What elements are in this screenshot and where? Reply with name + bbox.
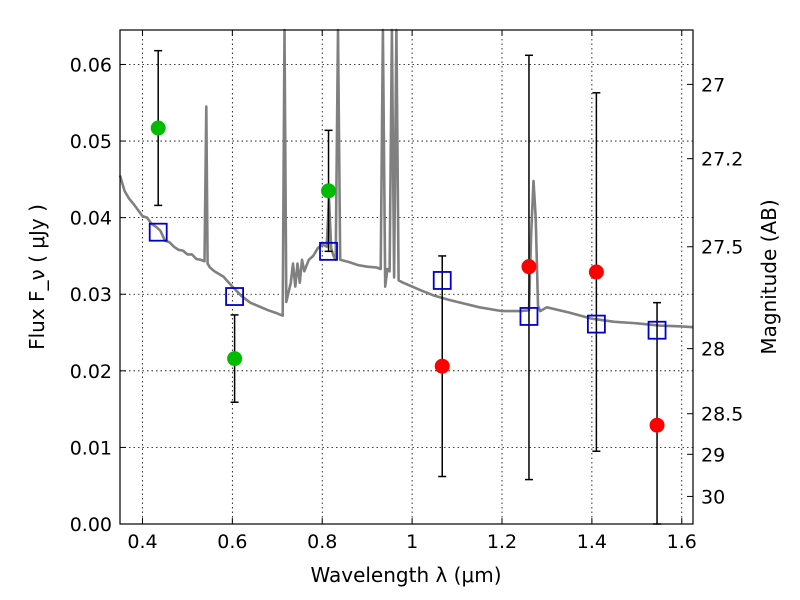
data-point-square: [432, 271, 452, 290]
x-tick-label: 0.8: [307, 531, 337, 553]
x-tick-label: 0.6: [217, 531, 247, 553]
y-tick-label: 0.06: [70, 54, 112, 76]
y-tick-label: 0.05: [70, 131, 112, 153]
right-tick-label: 28.5: [701, 404, 743, 426]
right-tick-label: 28: [701, 339, 725, 361]
right-tick-label: 30: [701, 486, 725, 508]
data-point-square: [319, 241, 338, 261]
right-tick-label: 27.2: [701, 149, 743, 171]
y-tick-label: 0.00: [70, 514, 112, 536]
right-axis-ticks: 27 27.2 27.5 28 28.5 29 30: [687, 74, 743, 508]
data-point-square: [519, 307, 539, 326]
data-point-circle: [649, 417, 665, 433]
x-tick-label: 1.4: [577, 531, 607, 553]
x-axis-ticks: 0.4 0.6 0.8 1 1.2 1.4 1.6: [127, 30, 697, 553]
right-axis-label: Magnitude (AB): [757, 199, 781, 354]
spectrum-line: [118, 28, 694, 329]
y-tick-label: 0.01: [70, 437, 112, 459]
plot-frame: [119, 29, 694, 525]
right-tick-label: 27: [701, 74, 725, 96]
x-tick-label: 1.6: [667, 531, 697, 553]
right-tick-label: 29: [701, 444, 725, 466]
data-point-square: [148, 222, 168, 242]
data-point-circle: [321, 183, 337, 199]
y-tick-label: 0.02: [70, 361, 112, 383]
data-point-circle: [150, 120, 166, 136]
data-point-circle: [227, 351, 243, 367]
data-point-circle: [434, 358, 450, 374]
data-point-circle: [588, 264, 604, 280]
data-point-square: [225, 287, 245, 306]
data-point-square: [586, 314, 606, 334]
model-spectrum: [118, 28, 694, 329]
data-point-circle: [521, 259, 537, 275]
y-tick-label: 0.03: [70, 284, 112, 306]
x-tick-label: 1: [406, 531, 418, 553]
right-tick-label: 27.5: [701, 237, 743, 259]
y-axis-ticks: 0.00 0.01 0.02 0.03 0.04 0.05 0.06: [70, 54, 126, 536]
data-point-square: [647, 320, 667, 340]
gridlines: [120, 30, 693, 525]
y-tick-label: 0.04: [70, 208, 112, 230]
x-axis-label: Wavelength λ (μm): [310, 563, 501, 587]
x-tick-label: 0.4: [127, 531, 157, 553]
x-tick-label: 1.2: [487, 531, 517, 553]
data-markers: [148, 120, 667, 433]
y-axis-label: Flux F_ν ( μJy ): [25, 204, 49, 350]
